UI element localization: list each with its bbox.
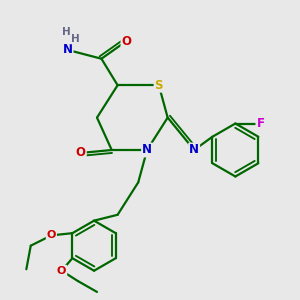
Text: N: N bbox=[63, 44, 73, 56]
Text: N: N bbox=[189, 143, 199, 157]
Text: O: O bbox=[122, 34, 131, 48]
Text: H: H bbox=[70, 34, 79, 44]
Text: O: O bbox=[57, 266, 66, 276]
Text: H: H bbox=[62, 27, 70, 37]
Text: O: O bbox=[76, 146, 86, 159]
Text: F: F bbox=[256, 117, 264, 130]
Text: S: S bbox=[154, 79, 163, 92]
Text: O: O bbox=[47, 230, 56, 240]
Text: N: N bbox=[142, 143, 152, 157]
